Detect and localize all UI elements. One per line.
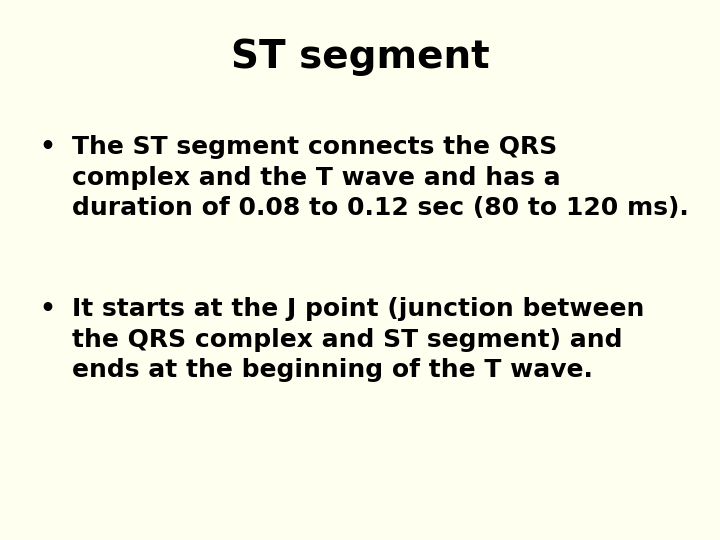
Text: It starts at the J point (junction between
the QRS complex and ST segment) and
e: It starts at the J point (junction betwe…	[72, 297, 644, 382]
Text: ST segment: ST segment	[230, 38, 490, 76]
Text: The ST segment connects the QRS
complex and the T wave and has a
duration of 0.0: The ST segment connects the QRS complex …	[72, 135, 689, 220]
Text: •: •	[40, 297, 55, 321]
Text: •: •	[40, 135, 55, 159]
